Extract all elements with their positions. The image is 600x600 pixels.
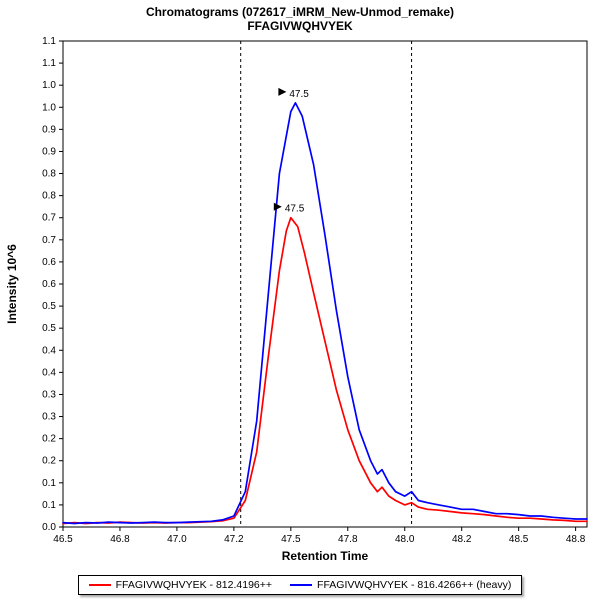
y-tick-label: 0.8 xyxy=(42,191,56,202)
x-tick-label: 46.8 xyxy=(110,534,130,545)
chart-title: Chromatograms (072617_iMRM_New-Unmod_rem… xyxy=(145,5,455,19)
peak-rt-annotation: 47.5 xyxy=(285,204,305,215)
x-tick-label: 47.5 xyxy=(281,534,301,545)
x-tick-label: 48.2 xyxy=(452,534,472,545)
legend-line-swatch xyxy=(290,584,313,586)
x-tick-label: 48.8 xyxy=(566,534,586,545)
x-tick-label: 48.5 xyxy=(509,534,529,545)
x-tick-label: 47.0 xyxy=(167,534,187,545)
legend: FFAGIVWQHVYEK - 812.4196++ FFAGIVWQHVYEK … xyxy=(77,575,523,595)
x-tick-label: 48.0 xyxy=(395,534,415,545)
y-tick-label: 0.7 xyxy=(42,213,56,224)
peak-rt-annotation: 47.5 xyxy=(289,89,309,100)
y-tick-label: 0.6 xyxy=(42,279,56,290)
plot-border xyxy=(62,40,588,528)
legend-label: FFAGIVWQHVYEK - 812.4196++ xyxy=(115,579,273,591)
y-axis-title: Intensity 10^6 xyxy=(5,244,19,324)
y-tick-label: 0.9 xyxy=(42,124,56,135)
x-tick-label: 47.2 xyxy=(224,534,244,545)
y-tick-label: 1.1 xyxy=(42,58,56,69)
chart-header: Chromatograms (072617_iMRM_New-Unmod_rem… xyxy=(0,0,600,33)
y-tick-label: 0.2 xyxy=(42,456,56,467)
chromatogram-plot[interactable]: 46.5 46.8 47.0 47.2 47.5 47.8 48.0 48.2 48.5 48.8… xyxy=(0,33,600,573)
y-tick-label: 0.4 xyxy=(42,367,56,378)
legend-item: FFAGIVWQHVYEK - 812.4196++ xyxy=(88,579,273,591)
trace-heavy[interactable] xyxy=(62,102,588,525)
y-tick-label: 0.5 xyxy=(42,323,56,334)
y-tick-label: 0.0 xyxy=(42,522,56,533)
y-tick-label: 0.7 xyxy=(42,235,56,246)
peak-arrow-icon xyxy=(278,87,287,96)
y-tick-label: 0.1 xyxy=(42,500,56,511)
x-tick-label: 47.8 xyxy=(338,534,358,545)
y-tick-label: 0.3 xyxy=(42,412,56,423)
legend-item: FFAGIVWQHVYEK - 816.4266++ (heavy) xyxy=(290,579,511,591)
trace-light[interactable] xyxy=(62,216,588,525)
y-tick-label: 0.8 xyxy=(42,169,56,180)
y-tick-label: 0.3 xyxy=(42,389,56,400)
y-tick-label: 0.2 xyxy=(42,434,56,445)
x-axis-title: Retention Time xyxy=(282,549,369,563)
y-tick-label: 0.1 xyxy=(42,478,56,489)
x-tick-label: 46.5 xyxy=(53,534,73,545)
y-tick-label: 0.9 xyxy=(42,146,56,157)
y-tick-label: 0.4 xyxy=(42,345,56,356)
y-tick-label: 0.6 xyxy=(42,257,56,268)
peak-arrow-icon xyxy=(273,202,282,211)
legend-label: FFAGIVWQHVYEK - 816.4266++ (heavy) xyxy=(317,579,512,591)
y-tick-label: 0.5 xyxy=(42,301,56,312)
chart-subtitle: FFAGIVWQHVYEK xyxy=(247,19,353,33)
y-tick-label: 1.1 xyxy=(42,36,56,47)
y-tick-label: 1.0 xyxy=(42,102,56,113)
legend-line-swatch xyxy=(88,584,111,586)
y-tick-label: 1.0 xyxy=(42,80,56,91)
